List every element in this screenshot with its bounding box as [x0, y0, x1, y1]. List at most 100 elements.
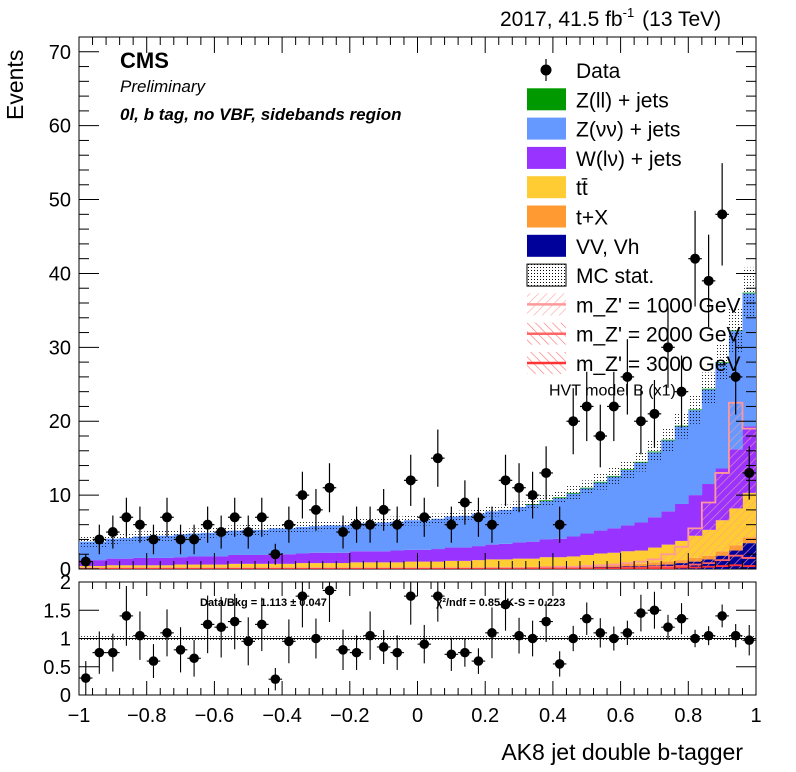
stack-bar — [119, 537, 134, 559]
stack-bar — [403, 520, 418, 550]
stack-bar — [566, 493, 581, 537]
y-tick-label: 50 — [49, 190, 71, 212]
x-axis-title: AK8 jet double b-tagger — [501, 739, 743, 765]
stack-bar — [376, 562, 391, 568]
ratio-point — [541, 616, 551, 627]
mc-stat-band — [647, 440, 662, 463]
data-point — [649, 408, 660, 419]
ratio-y-tick-label: 2 — [60, 572, 71, 594]
x-tick-label: 0.2 — [471, 705, 499, 727]
x-tick-label: −1 — [68, 705, 91, 727]
ratio-y-tick-label: 1 — [60, 629, 71, 651]
data-point — [338, 527, 349, 538]
mc-stat-band — [498, 504, 513, 516]
stack-bar — [417, 549, 432, 562]
stack-bar — [512, 542, 527, 559]
data-point — [595, 431, 606, 441]
stack-bar — [200, 532, 215, 557]
mc-stat-band — [579, 480, 594, 496]
stack-bar — [661, 440, 676, 512]
y-tick-label: 60 — [49, 116, 71, 138]
stack-bar — [471, 560, 486, 568]
data-point — [459, 497, 470, 508]
legend-note: HVT model B (x1) — [549, 382, 676, 399]
stack-bar — [458, 560, 473, 568]
stack-bar — [458, 547, 473, 561]
data-point — [473, 512, 484, 523]
data-point — [608, 401, 619, 412]
ratio-text-left: Data/Bkg = 1.113 ± 0.047 — [200, 597, 327, 609]
ratio-point — [581, 613, 592, 624]
mc-stat-band — [742, 267, 756, 318]
data-point — [189, 534, 200, 545]
ratio-point — [229, 616, 240, 627]
ratio-point — [568, 633, 579, 644]
ratio-point — [121, 611, 132, 621]
legend-label: m_Z' = 1000 GeV — [576, 294, 741, 317]
mc-stat-band — [268, 523, 283, 534]
data-point — [80, 556, 91, 567]
stack-bar — [336, 552, 351, 564]
stack-bar — [390, 550, 405, 563]
ratio-point — [338, 645, 348, 655]
stack-bar — [525, 504, 540, 542]
ratio-y-tick-label: 0.5 — [43, 657, 71, 679]
x-tick-label: 0.4 — [539, 705, 567, 727]
stack-bar — [309, 563, 324, 568]
mc-stat-band — [688, 395, 702, 424]
ratio-y-tick-label: 0 — [60, 685, 71, 707]
data-point — [365, 519, 376, 530]
stack-bar — [268, 563, 283, 568]
ratio-point — [189, 653, 199, 664]
x-tick-label: 1 — [750, 705, 761, 727]
stack-bar — [539, 501, 554, 540]
stack-bar — [444, 560, 459, 568]
ratio-point — [324, 585, 335, 596]
stack-bar — [227, 530, 242, 555]
stack-bar — [160, 557, 175, 566]
x-tick-label: 0.8 — [674, 705, 702, 727]
data-point — [243, 527, 254, 538]
stack-bar — [282, 563, 297, 568]
data-point — [351, 519, 362, 530]
stack-bar — [255, 563, 269, 568]
signal-hatch — [620, 402, 756, 569]
stack-bar — [674, 426, 689, 504]
stack-bar — [607, 476, 621, 529]
stack-bar — [688, 495, 703, 536]
stack-bar — [200, 564, 215, 568]
x-tick-label: 0 — [412, 705, 423, 727]
stack-bar — [647, 517, 662, 548]
data-point — [405, 475, 416, 486]
data-point — [662, 342, 673, 353]
stack-bar — [674, 503, 689, 541]
mc-stat-band — [322, 520, 337, 531]
data-point — [744, 467, 755, 478]
data-point — [419, 512, 430, 523]
ratio-point — [703, 630, 714, 641]
stack-bar — [133, 536, 148, 558]
data-point — [703, 275, 714, 286]
data-point — [541, 467, 552, 478]
mc-stat-band — [295, 521, 310, 533]
data-point — [717, 209, 728, 220]
stack-bar — [607, 528, 621, 553]
stack-bar — [552, 538, 567, 558]
y-tick-label: 70 — [49, 42, 71, 64]
x-tick-label: −0.8 — [127, 705, 166, 727]
cms-logo: CMS — [120, 48, 169, 73]
ratio-point — [636, 608, 646, 618]
stack-bar — [376, 551, 391, 563]
ratio-point — [175, 645, 186, 655]
stack-bar — [431, 561, 445, 568]
data-point — [175, 534, 186, 545]
stack-bar — [363, 562, 378, 568]
stack-bar — [634, 462, 649, 523]
ratio-point — [676, 613, 687, 624]
data-point — [162, 512, 173, 523]
ratio-point — [500, 599, 511, 610]
legend-label: Data — [576, 60, 621, 83]
stack-bar — [403, 549, 418, 562]
stack-bar — [579, 488, 594, 534]
